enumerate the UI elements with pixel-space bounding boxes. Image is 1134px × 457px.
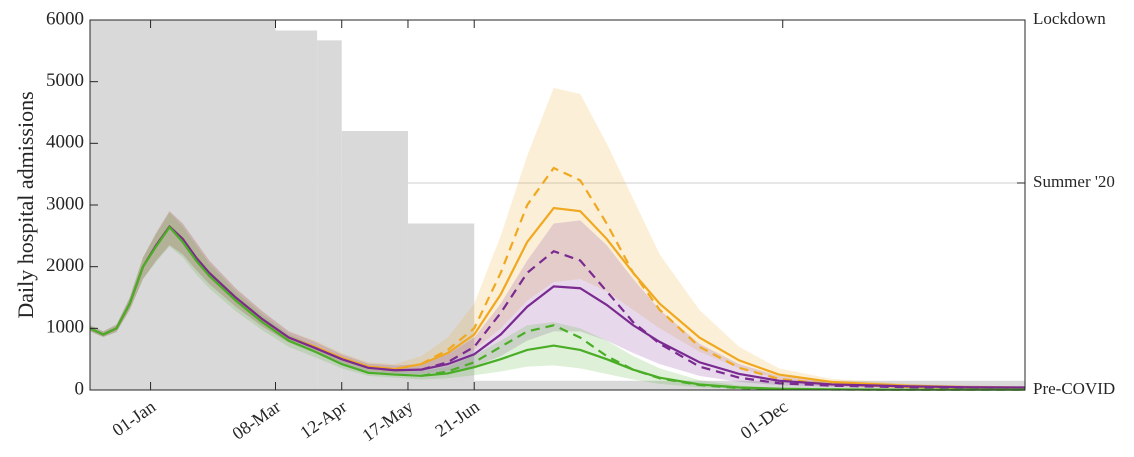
x-tick-label: 01-Jan <box>108 396 159 440</box>
restriction-step <box>407 223 475 390</box>
restriction-step <box>341 131 408 390</box>
y-tick-label: 5000 <box>46 70 84 91</box>
dashed-line <box>420 250 1026 390</box>
confidence-band <box>90 211 1025 389</box>
x-tick-label: 17-May <box>358 396 416 445</box>
x-tick-label: 08-Mar <box>228 396 284 443</box>
y-tick-label: 3000 <box>46 193 84 214</box>
x-tick-label: 12-Apr <box>296 396 350 442</box>
line <box>89 225 1025 391</box>
x-tick-label: 01-Dec <box>737 396 792 443</box>
y2-tick-label: Lockdown <box>1033 9 1106 28</box>
y-tick-label: 0 <box>75 378 85 399</box>
restriction-step <box>317 40 342 390</box>
restriction-step <box>474 380 1025 390</box>
y-tick-label: 4000 <box>46 132 84 153</box>
confidence-band <box>90 212 1025 390</box>
y2-tick-label: Summer '20 <box>1033 172 1115 191</box>
y-axis-label: Daily hospital admissions <box>13 91 38 318</box>
y2-tick-label: Pre-COVID <box>1033 379 1115 398</box>
restriction-step <box>90 20 276 390</box>
dashed-line <box>421 324 1025 391</box>
y-tick-label: 6000 <box>46 8 84 29</box>
x-tick-label: 21-Jun <box>431 396 483 440</box>
y-tick-label: 2000 <box>46 255 84 276</box>
y-tick-label: 1000 <box>46 317 84 338</box>
restriction-step <box>275 30 318 390</box>
confidence-band <box>90 87 1025 389</box>
